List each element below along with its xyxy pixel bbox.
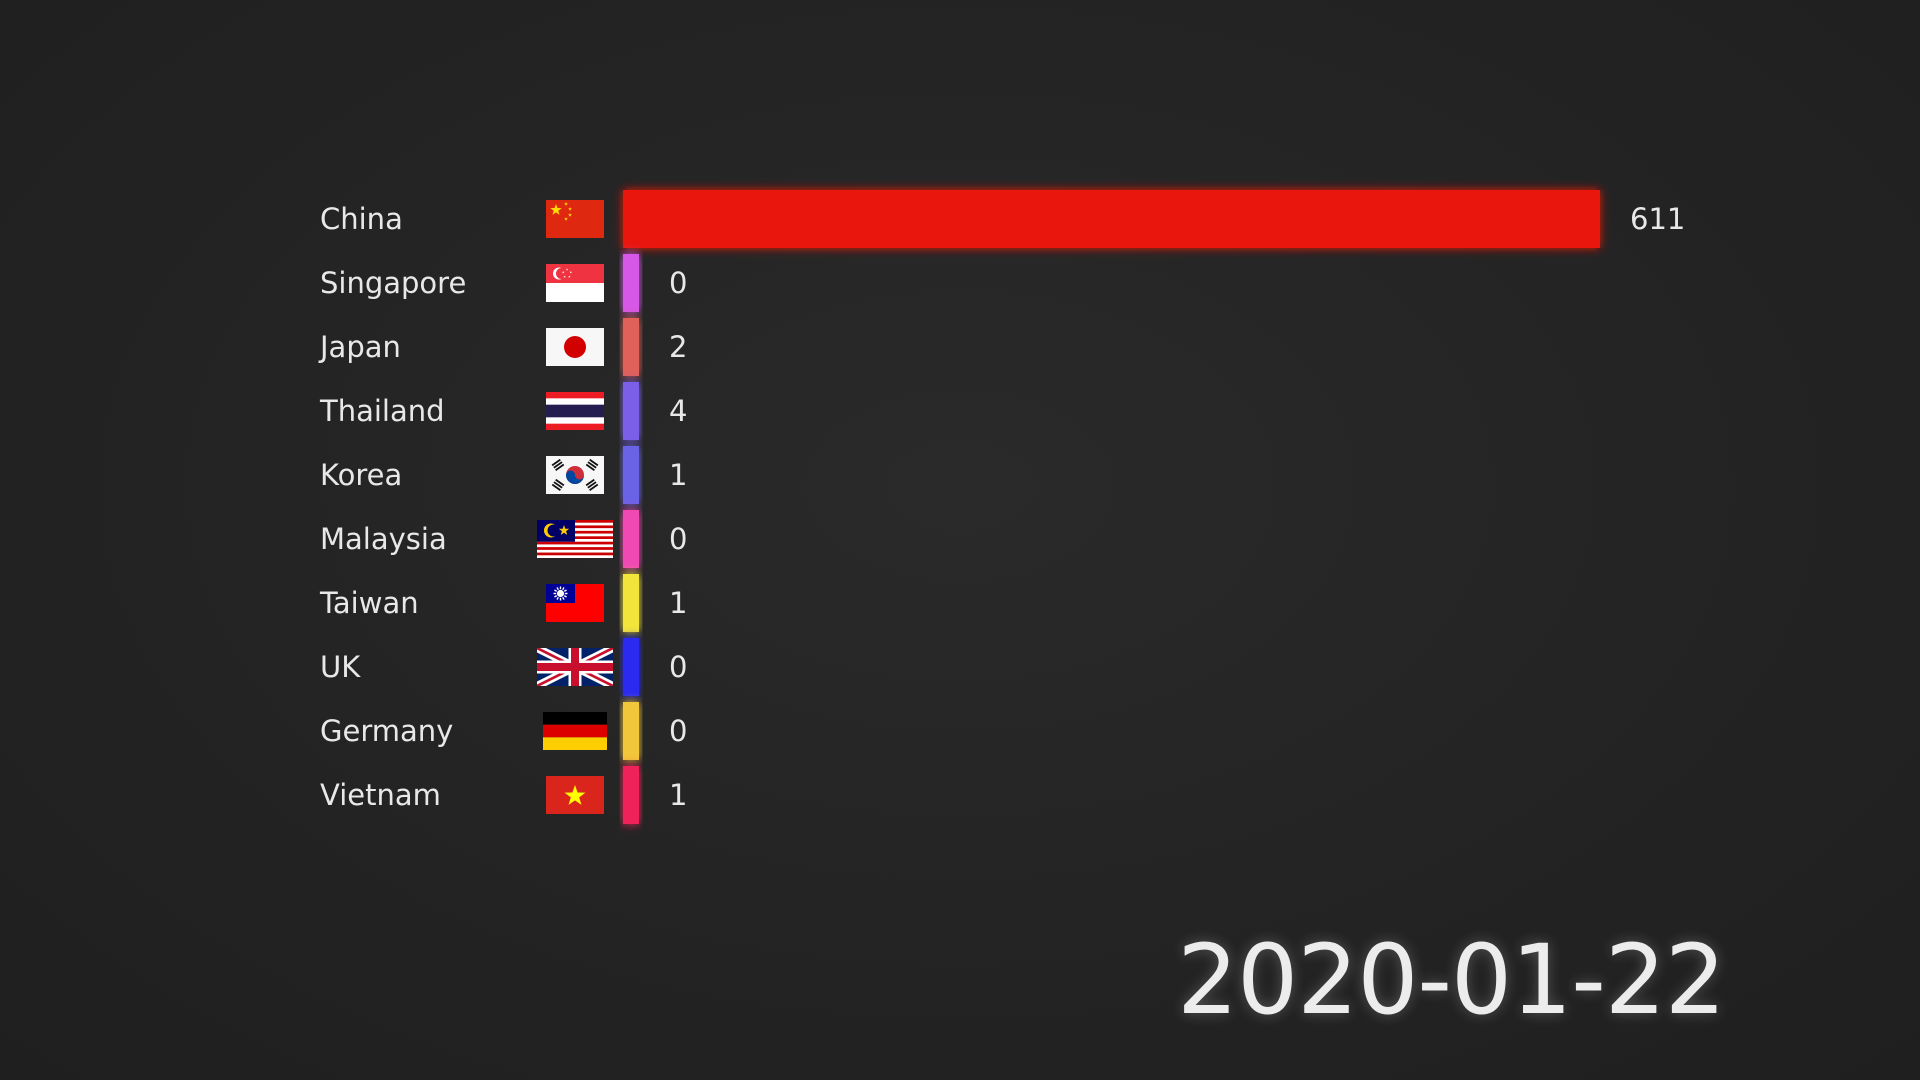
bar-thailand <box>623 382 639 440</box>
value-label-taiwan: 1 <box>669 586 687 620</box>
value-label-vietnam: 1 <box>669 778 687 812</box>
bar-row-malaysia: Malaysia 0 <box>320 510 687 568</box>
bar-row-uk: UK 0 <box>320 638 687 696</box>
value-label-uk: 0 <box>669 650 687 684</box>
country-label-japan: Japan <box>318 330 401 364</box>
vietnam-flag-icon <box>546 776 604 814</box>
bar-row-taiwan: Taiwan 1 <box>319 574 687 632</box>
singapore-flag-icon <box>546 264 604 302</box>
value-label-singapore: 0 <box>669 266 687 300</box>
country-label-germany: Germany <box>320 714 453 748</box>
malaysia-flag-icon <box>537 520 613 558</box>
date-label: 2020-01-22 <box>1177 924 1726 1036</box>
country-label-taiwan: Taiwan <box>319 586 419 620</box>
bar-row-thailand: Thailand 4 <box>319 382 687 440</box>
germany-flag-icon <box>543 712 607 750</box>
taiwan-flag-icon <box>546 584 604 622</box>
bar-row-korea: Korea 1 <box>320 446 687 504</box>
value-label-japan: 2 <box>669 330 687 364</box>
bar-germany <box>623 702 639 760</box>
bar-korea <box>623 446 639 504</box>
value-label-malaysia: 0 <box>669 522 687 556</box>
bar-malaysia <box>623 510 639 568</box>
korea-flag-icon <box>546 456 604 494</box>
country-label-uk: UK <box>320 650 361 684</box>
value-label-china: 611 <box>1630 202 1685 236</box>
china-flag-icon <box>546 200 604 238</box>
country-label-thailand: Thailand <box>319 394 445 428</box>
bar-china <box>623 190 1600 248</box>
value-label-thailand: 4 <box>669 394 687 428</box>
country-label-malaysia: Malaysia <box>320 522 447 556</box>
country-label-singapore: Singapore <box>320 266 466 300</box>
country-label-vietnam: Vietnam <box>320 778 441 812</box>
bar-row-singapore: Singapore 0 <box>320 254 687 312</box>
uk-flag-icon <box>537 648 613 686</box>
country-label-korea: Korea <box>320 458 402 492</box>
country-label-china: China <box>320 202 403 236</box>
bar-uk <box>623 638 639 696</box>
thailand-flag-icon <box>546 392 604 430</box>
bar-row-japan: Japan 2 <box>318 318 687 376</box>
bar-row-china: China 611 <box>320 190 1685 248</box>
bar-row-vietnam: Vietnam 1 <box>320 766 687 824</box>
bar-row-germany: Germany 0 <box>320 702 687 760</box>
japan-flag-icon <box>546 328 604 366</box>
bar-singapore <box>623 254 639 312</box>
bar-taiwan <box>623 574 639 632</box>
bar-japan <box>623 318 639 376</box>
value-label-korea: 1 <box>669 458 687 492</box>
bar-vietnam <box>623 766 639 824</box>
value-label-germany: 0 <box>669 714 687 748</box>
